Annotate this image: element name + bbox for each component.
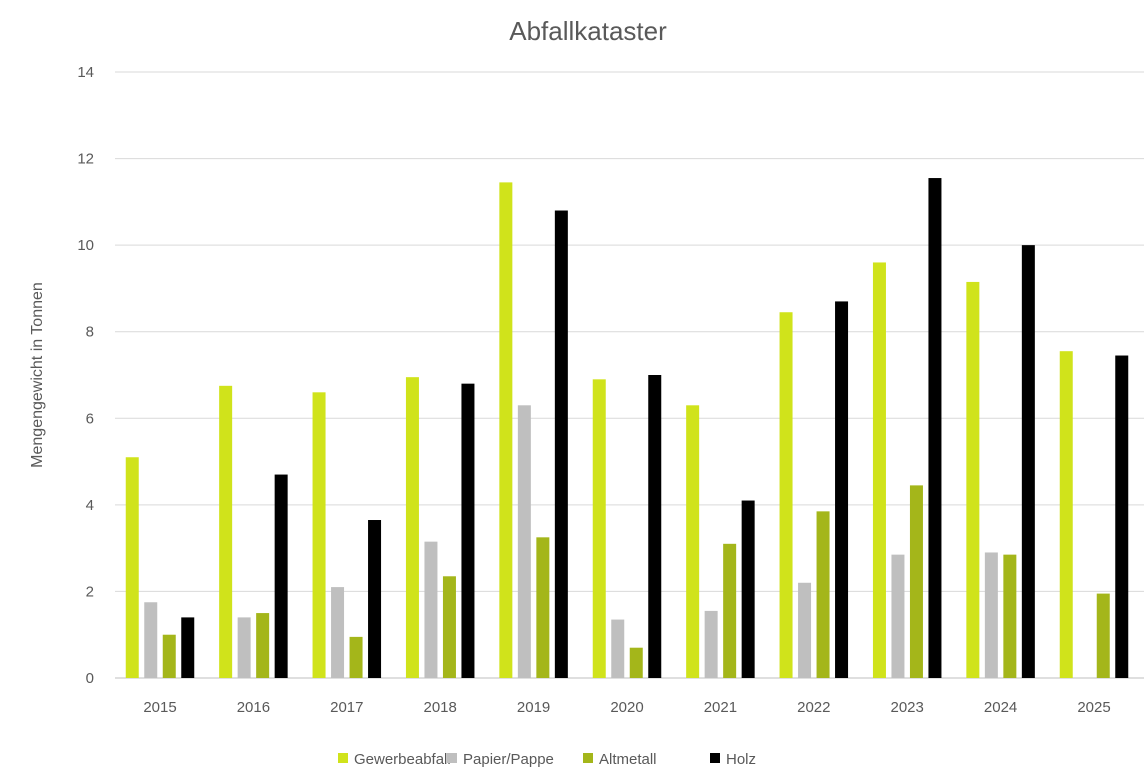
bar-holz-2024 (1021, 245, 1035, 678)
chart-title: Abfallkataster (509, 16, 667, 46)
y-axis-label: Mengengewicht in Tonnen (29, 282, 46, 468)
legend-swatch (710, 753, 720, 763)
bar-papier-pappe-2022 (798, 582, 812, 678)
bar-papier-pappe-2023 (891, 554, 905, 678)
x-axis-ticks: 2015 2016 2017 2018 2019 2020 2021 2022 2023 2024… (143, 699, 1110, 716)
bar-gewerbeabfall-2023 (872, 262, 886, 678)
bar-gewerbeabfall-2019 (499, 182, 513, 678)
legend-swatch (338, 753, 348, 763)
bar-holz-2021 (741, 500, 755, 678)
bar-altmetall-2021 (723, 543, 737, 678)
y-tick-label: 0 (86, 670, 94, 687)
legend-label: Gewerbeabfall (354, 751, 451, 768)
x-tick-label: 2023 (891, 699, 924, 716)
x-tick-label: 2022 (797, 699, 830, 716)
bar-papier-pappe-2015 (144, 602, 158, 678)
y-tick-label: 4 (86, 497, 94, 514)
bar-papier-pappe-2021 (704, 610, 718, 678)
legend-label: Holz (726, 751, 756, 768)
bar-gewerbeabfall-2018 (405, 377, 419, 678)
bar-altmetall-2019 (536, 537, 550, 678)
legend-swatch (583, 753, 593, 763)
legend-label: Altmetall (599, 751, 657, 768)
x-tick-label: 2019 (517, 699, 550, 716)
bar-altmetall-2023 (909, 485, 923, 678)
bar-papier-pappe-2016 (237, 617, 251, 678)
bar-altmetall-2025 (1096, 593, 1110, 678)
bar-papier-pappe-2018 (424, 541, 438, 678)
bar-altmetall-2017 (349, 636, 363, 678)
bar-papier-pappe-2020 (611, 619, 625, 678)
bar-altmetall-2022 (816, 511, 830, 678)
y-tick-label: 8 (86, 324, 94, 341)
bar-gewerbeabfall-2016 (219, 385, 233, 678)
bar-altmetall-2024 (1003, 554, 1017, 678)
bar-gewerbeabfall-2022 (779, 312, 793, 678)
bar-altmetall-2016 (256, 613, 270, 678)
bar-gewerbeabfall-2025 (1059, 351, 1073, 678)
bar-holz-2016 (274, 474, 288, 678)
bar-gewerbeabfall-2024 (966, 281, 980, 678)
legend-swatch (447, 753, 457, 763)
x-tick-label: 2025 (1077, 699, 1110, 716)
x-tick-label: 2021 (704, 699, 737, 716)
x-tick-label: 2016 (237, 699, 270, 716)
x-tick-label: 2020 (610, 699, 643, 716)
bar-gewerbeabfall-2021 (686, 405, 700, 678)
bar-altmetall-2015 (162, 634, 176, 678)
bar-papier-pappe-2017 (331, 587, 345, 678)
bar-holz-2020 (648, 375, 662, 678)
legend: Gewerbeabfall Papier/Pappe Altmetall Holz (338, 751, 756, 768)
bars (125, 178, 1129, 679)
x-tick-label: 2024 (984, 699, 1017, 716)
bar-gewerbeabfall-2020 (592, 379, 606, 678)
y-axis-ticks: 0 2 4 6 8 10 12 14 (77, 64, 94, 687)
bar-gewerbeabfall-2015 (125, 457, 139, 678)
bar-altmetall-2020 (629, 647, 643, 678)
y-tick-label: 12 (77, 151, 94, 168)
bar-gewerbeabfall-2017 (312, 392, 326, 678)
x-tick-label: 2017 (330, 699, 363, 716)
bar-papier-pappe-2019 (517, 405, 531, 678)
y-tick-label: 10 (77, 237, 94, 254)
bar-holz-2019 (554, 210, 568, 678)
bar-holz-2025 (1115, 355, 1129, 678)
x-tick-label: 2015 (143, 699, 176, 716)
x-tick-label: 2018 (424, 699, 457, 716)
legend-label: Papier/Pappe (463, 751, 554, 768)
y-tick-label: 2 (86, 583, 94, 600)
y-tick-label: 14 (77, 64, 94, 81)
bar-holz-2017 (368, 520, 382, 678)
bar-holz-2015 (181, 617, 195, 678)
bar-holz-2018 (461, 383, 475, 678)
y-tick-label: 6 (86, 410, 94, 427)
bar-holz-2022 (835, 301, 849, 678)
bar-holz-2023 (928, 178, 942, 679)
bar-altmetall-2018 (442, 576, 456, 678)
bar-papier-pappe-2024 (984, 552, 998, 678)
